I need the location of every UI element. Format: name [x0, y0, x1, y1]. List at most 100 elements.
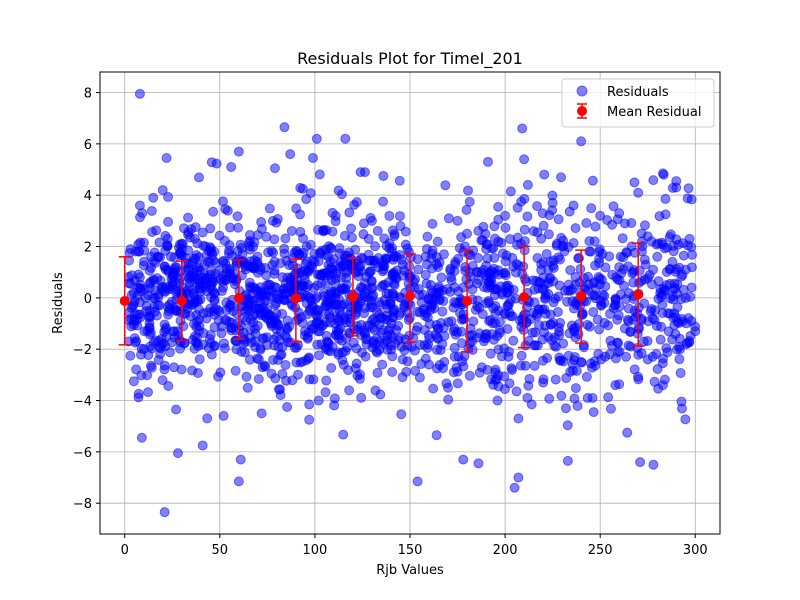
residual-point	[688, 250, 697, 259]
residual-point	[331, 217, 340, 226]
residual-point	[398, 373, 407, 382]
residual-point	[593, 315, 602, 324]
residual-point	[254, 375, 263, 384]
residual-point	[173, 449, 182, 458]
residual-point	[250, 324, 259, 333]
residual-point	[490, 222, 499, 231]
residual-point	[269, 355, 278, 364]
residual-point	[274, 385, 283, 394]
residual-point	[193, 369, 202, 378]
residual-point	[523, 180, 532, 189]
residual-point	[395, 212, 404, 221]
residual-point	[546, 273, 555, 282]
residual-point	[683, 241, 692, 250]
residual-point	[677, 404, 686, 413]
residual-point	[565, 207, 574, 216]
residual-point	[364, 256, 373, 265]
residual-point	[374, 263, 383, 272]
residual-point	[162, 153, 171, 162]
residual-point	[618, 234, 627, 243]
residual-point	[361, 335, 370, 344]
residual-point	[623, 428, 632, 437]
residual-point	[501, 223, 510, 232]
residual-point	[154, 356, 163, 365]
residual-point	[640, 221, 649, 230]
residual-point	[646, 307, 655, 316]
residual-point	[538, 356, 547, 365]
residual-point	[554, 292, 563, 301]
residual-point	[324, 261, 333, 270]
residual-point	[433, 237, 442, 246]
residual-point	[283, 316, 292, 325]
residual-point	[427, 254, 436, 263]
residual-point	[141, 293, 150, 302]
residual-point	[313, 281, 322, 290]
mean-residual-point	[519, 292, 529, 302]
residual-point	[523, 212, 532, 221]
residual-point	[320, 292, 329, 301]
residual-point	[533, 228, 542, 237]
residual-point	[401, 227, 410, 236]
residual-point	[161, 246, 170, 255]
chart-title: Residuals Plot for TimeI_201	[297, 49, 523, 69]
residual-point	[438, 307, 447, 316]
residual-point	[587, 204, 596, 213]
residual-point	[551, 375, 560, 384]
residual-point	[637, 229, 646, 238]
residual-point	[413, 477, 422, 486]
residual-point	[203, 414, 212, 423]
residual-point	[246, 283, 255, 292]
residual-point	[634, 188, 643, 197]
residual-point	[486, 283, 495, 292]
residual-point	[244, 238, 253, 247]
residual-point	[327, 363, 336, 372]
residual-point	[208, 286, 217, 295]
residual-point	[176, 344, 185, 353]
residual-point	[571, 384, 580, 393]
residual-point	[528, 328, 537, 337]
residual-point	[388, 270, 397, 279]
residual-point	[661, 194, 670, 203]
residual-point	[681, 415, 690, 424]
residual-point	[410, 283, 419, 292]
residual-point	[432, 333, 441, 342]
residual-point	[524, 336, 533, 345]
residual-point	[302, 356, 311, 365]
residual-point	[193, 333, 202, 342]
y-tick-label: −2	[73, 343, 92, 358]
x-axis-label: Rjb Values	[376, 563, 444, 578]
residual-point	[412, 326, 421, 335]
residual-point	[196, 280, 205, 289]
legend: Residuals Mean Residual	[562, 79, 714, 127]
residual-point	[315, 170, 324, 179]
y-tick-label: 2	[84, 241, 92, 256]
residual-point	[670, 309, 679, 318]
residual-point	[146, 312, 155, 321]
residual-point	[686, 331, 695, 340]
residual-point	[339, 285, 348, 294]
residual-point	[563, 421, 572, 430]
residual-point	[648, 352, 657, 361]
y-tick-label: −6	[73, 446, 92, 461]
residual-point	[665, 233, 674, 242]
residual-point	[483, 157, 492, 166]
residual-point	[309, 153, 318, 162]
residual-point	[133, 321, 142, 330]
residual-point	[303, 266, 312, 275]
residual-point	[286, 150, 295, 159]
residual-point	[626, 327, 635, 336]
residual-point	[459, 455, 468, 464]
residual-point	[423, 232, 432, 241]
residual-point	[210, 310, 219, 319]
residual-point	[302, 195, 311, 204]
residual-point	[432, 292, 441, 301]
mean-residual-point	[291, 293, 301, 303]
residual-point	[636, 458, 645, 467]
residual-point	[265, 204, 274, 213]
residual-point	[153, 274, 162, 283]
residual-point	[540, 328, 549, 337]
residual-point	[172, 405, 181, 414]
residual-point	[335, 244, 344, 253]
residual-point	[378, 325, 387, 334]
x-tick-label: 150	[398, 543, 423, 558]
